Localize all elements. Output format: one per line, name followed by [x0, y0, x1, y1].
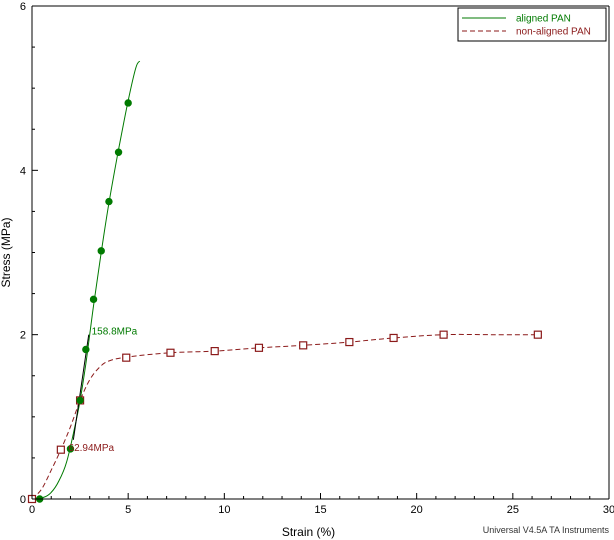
y-tick-label: 2 — [20, 330, 26, 342]
legend-label: non-aligned PAN — [516, 27, 591, 38]
point-aligned-pan — [124, 99, 132, 107]
x-axis-title: Strain (%) — [282, 525, 335, 539]
point-non-aligned-pan — [122, 353, 131, 362]
series-line-aligned-pan — [31, 60, 141, 500]
point-aligned-pan — [97, 247, 105, 255]
annotations: 158.8MPa 62.94MPa — [69, 327, 138, 455]
point-non-aligned-pan — [254, 343, 264, 352]
point-aligned-pan — [105, 197, 113, 206]
point-aligned-pan — [89, 295, 98, 304]
point-non-aligned-pan — [166, 348, 175, 357]
y-tick-label: 6 — [20, 1, 26, 13]
point-aligned-pan — [82, 345, 90, 354]
x-tick-label: 25 — [507, 504, 519, 516]
legend: aligned PAN non-aligned PAN — [457, 7, 607, 42]
point-non-aligned-pan — [56, 445, 65, 454]
x-tick-label: 10 — [218, 504, 230, 516]
x-tick-label: 15 — [314, 504, 326, 516]
series-layer — [27, 60, 542, 504]
x-tick-label: 30 — [603, 504, 614, 516]
point-non-aligned-pan — [299, 341, 308, 350]
y-axis-title: Stress (MPa) — [0, 217, 13, 287]
legend-box — [457, 7, 607, 42]
point-non-aligned-pan — [533, 330, 542, 339]
x-tick-label: 0 — [29, 504, 35, 516]
y-tick-label: 0 — [20, 494, 26, 506]
modulus-annotation: 158.8MPa — [92, 327, 138, 338]
point-aligned-pan — [66, 445, 75, 453]
point-non-aligned-pan — [439, 330, 448, 339]
x-tick-label: 5 — [125, 504, 131, 516]
point-non-aligned-pan — [345, 337, 354, 347]
series-line-non-aligned-pan — [31, 333, 538, 500]
point-non-aligned-pan — [210, 347, 219, 356]
point-non-aligned-pan — [389, 333, 398, 343]
legend-label: aligned PAN — [516, 14, 571, 25]
x-tick-label: 20 — [411, 504, 423, 516]
y-tick-label: 4 — [20, 165, 26, 177]
point-aligned-pan — [114, 148, 123, 156]
modulus-annotation: 62.94MPa — [69, 443, 115, 454]
point-aligned-pan — [76, 396, 84, 405]
instrument-footer: Universal V4.5A TA Instruments — [483, 525, 610, 535]
